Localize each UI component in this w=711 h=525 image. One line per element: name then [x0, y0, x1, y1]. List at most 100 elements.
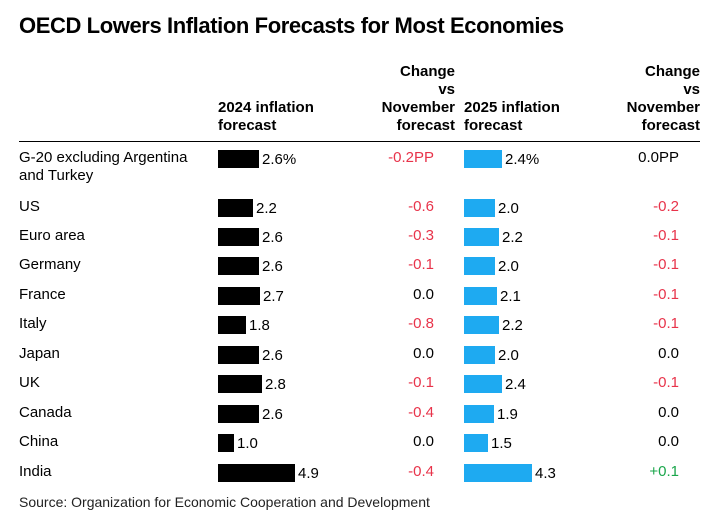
- change-2025: -0.2: [653, 198, 679, 215]
- country-label: Germany: [19, 256, 81, 274]
- country-label: India: [19, 463, 52, 481]
- country-label: US: [19, 198, 40, 216]
- bar-2024: [218, 150, 259, 168]
- table-row: G-20 excluding Argentina and Turkey 2.6% -0…: [0, 149, 711, 184]
- header-2025-change: Change vs November forecast: [627, 63, 700, 135]
- header-2025-forecast-line: 2025 inflation: [464, 99, 560, 116]
- value-label-2024: 4.9: [298, 465, 319, 482]
- bar-2024: [218, 434, 234, 452]
- header-2024-change: Change vs November forecast: [382, 63, 455, 135]
- bar-2024: [218, 287, 260, 305]
- change-2025: -0.1: [653, 286, 679, 303]
- country-label-line: G-20 excluding Argentina: [19, 149, 188, 166]
- value-label-2024: 2.6%: [262, 151, 297, 168]
- country-label-line: India: [19, 463, 52, 480]
- table-row: China 1.0 0.0 1.5 0.0: [0, 433, 711, 463]
- value-label-2025: 2.1: [500, 288, 521, 305]
- change-2024: -0.2PP: [388, 149, 434, 166]
- country-label: G-20 excluding Argentina and Turkey: [19, 149, 187, 185]
- header-2024-forecast-line: 2024 inflation: [218, 99, 314, 116]
- value-label-2024: 2.2: [256, 200, 277, 217]
- table-row: Japan 2.6 0.0 2.0 0.0: [0, 345, 711, 375]
- value-label-2024: 2.6: [262, 258, 283, 275]
- header-2025-forecast: 2025 inflation forecast: [464, 99, 560, 135]
- change-2025: 0.0PP: [638, 149, 679, 166]
- header-2025-change-line: vs: [683, 81, 700, 98]
- bar-2024: [218, 316, 246, 334]
- bar-2025: [464, 434, 488, 452]
- value-label-2025: 2.0: [498, 200, 519, 217]
- country-label-line: Italy: [19, 315, 47, 332]
- value-label-2024: 1.0: [237, 435, 258, 452]
- bar-2025: [464, 199, 495, 217]
- country-label: China: [19, 433, 58, 451]
- value-label-2025: 1.9: [497, 406, 518, 423]
- bar-2025: [464, 346, 495, 364]
- change-2024: -0.6: [408, 198, 434, 215]
- bar-2025: [464, 375, 502, 393]
- table-row: Germany 2.6 -0.1 2.0 -0.1: [0, 256, 711, 286]
- bar-2025: [464, 228, 499, 246]
- change-2025: 0.0: [658, 404, 679, 421]
- table-row: US 2.2 -0.6 2.0 -0.2: [0, 198, 711, 228]
- value-label-2024: 2.6: [262, 406, 283, 423]
- change-2025: +0.1: [649, 463, 679, 480]
- bar-2024: [218, 375, 262, 393]
- value-label-2024: 2.6: [262, 347, 283, 364]
- change-2025: -0.1: [653, 374, 679, 391]
- bar-2024: [218, 257, 259, 275]
- change-2024: -0.1: [408, 256, 434, 273]
- change-2024: -0.3: [408, 227, 434, 244]
- bar-2024: [218, 228, 259, 246]
- country-label: UK: [19, 374, 40, 392]
- change-2025: -0.1: [653, 227, 679, 244]
- country-label-line: Euro area: [19, 227, 85, 244]
- country-label-line: Canada: [19, 404, 72, 421]
- value-label-2025: 1.5: [491, 435, 512, 452]
- table-row: Italy 1.8 -0.8 2.2 -0.1: [0, 315, 711, 345]
- header-divider: [19, 141, 700, 142]
- country-label: Euro area: [19, 227, 85, 245]
- value-label-2025: 2.2: [502, 229, 523, 246]
- bar-2025: [464, 405, 494, 423]
- country-label-line: France: [19, 286, 66, 303]
- value-label-2025: 4.3: [535, 465, 556, 482]
- chart-title: OECD Lowers Inflation Forecasts for Most…: [19, 13, 564, 38]
- bar-2024: [218, 464, 295, 482]
- table-row: Canada 2.6 -0.4 1.9 0.0: [0, 404, 711, 434]
- value-label-2025: 2.4%: [505, 151, 540, 168]
- header-2025-change-line: forecast: [641, 117, 700, 134]
- bar-2025: [464, 287, 497, 305]
- header-2024-change-line: forecast: [396, 117, 455, 134]
- bar-2025: [464, 316, 499, 334]
- value-label-2024: 2.6: [262, 229, 283, 246]
- change-2025: -0.1: [653, 315, 679, 332]
- header-2025-change-line: November: [626, 99, 700, 116]
- change-2025: -0.1: [653, 256, 679, 273]
- table-row: Euro area 2.6 -0.3 2.2 -0.1: [0, 227, 711, 257]
- value-label-2025: 2.4: [505, 376, 526, 393]
- country-label: Canada: [19, 404, 72, 422]
- country-label-line: Germany: [19, 256, 81, 273]
- change-2024: -0.1: [408, 374, 434, 391]
- country-label: Italy: [19, 315, 47, 333]
- bar-2025: [464, 150, 502, 168]
- change-2024: -0.4: [408, 404, 434, 421]
- header-2024-forecast: 2024 inflation forecast: [218, 99, 314, 135]
- value-label-2024: 2.8: [265, 376, 286, 393]
- country-label: France: [19, 286, 66, 304]
- header-2025-forecast-line: forecast: [464, 117, 523, 134]
- country-label-line: China: [19, 433, 59, 450]
- value-label-2024: 1.8: [249, 317, 270, 334]
- bar-2024: [218, 405, 259, 423]
- value-label-2025: 2.0: [498, 258, 519, 275]
- bar-2025: [464, 464, 532, 482]
- table-row: UK 2.8 -0.1 2.4 -0.1: [0, 374, 711, 404]
- change-2024: -0.4: [408, 463, 434, 480]
- change-2025: 0.0: [658, 345, 679, 362]
- header-2024-change-line: vs: [438, 81, 455, 98]
- bar-2025: [464, 257, 495, 275]
- country-label-line: Japan: [19, 345, 60, 362]
- change-2025: 0.0: [658, 433, 679, 450]
- value-label-2025: 2.0: [498, 347, 519, 364]
